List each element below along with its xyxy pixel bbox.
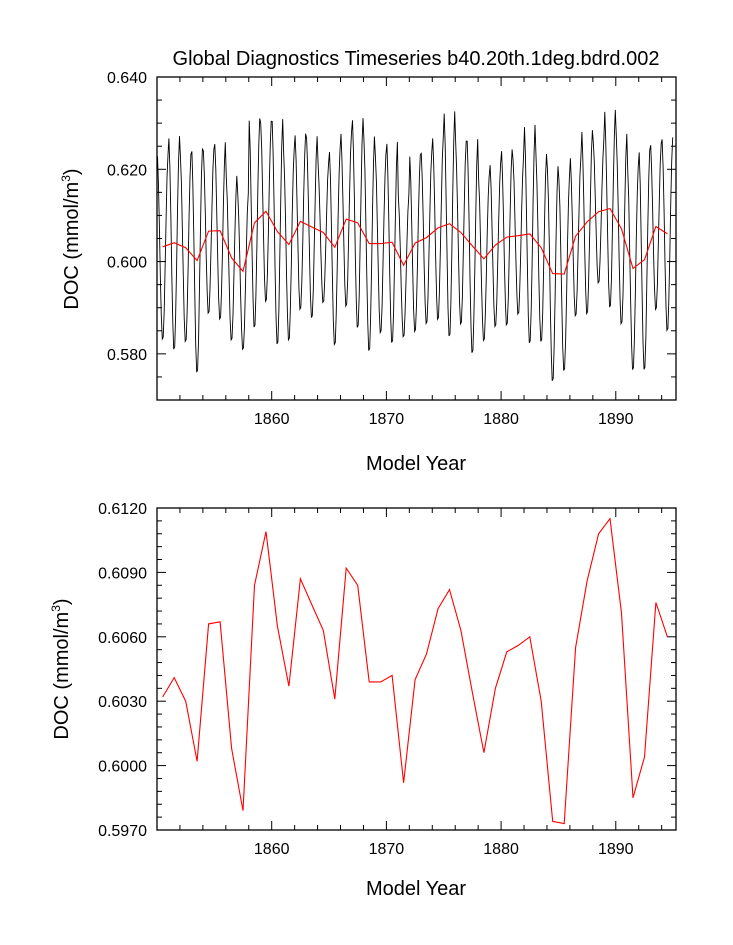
bottom-x-tick-label: 1890 xyxy=(598,841,634,858)
bottom-chart: 0.5970 0.6000 0.6030 0.6060 0.6090 0.612… xyxy=(49,501,677,900)
bottom-series-group xyxy=(162,517,668,825)
bottom-y-axis-label-text: DOC (mmol/m xyxy=(51,612,73,740)
bottom-y-tick-label: 0.6030 xyxy=(98,694,147,711)
top-chart: 0.580 0.600 0.620 0.640 1860 1870 1880 1… xyxy=(59,70,677,475)
top-monthly-series-line xyxy=(157,109,674,381)
bottom-y-axis-label: DOC (mmol/m3) xyxy=(49,598,73,739)
top-y-axis-label-text: DOC (mmol/m xyxy=(61,182,83,310)
top-y-tick-label: 0.640 xyxy=(107,70,147,87)
top-y-tick-label: 0.600 xyxy=(107,255,147,272)
bottom-y-tick-label: 0.6090 xyxy=(98,565,147,582)
top-x-tick-labels: 1860 1870 1880 1890 xyxy=(254,411,634,428)
bottom-y-tick-label: 0.5970 xyxy=(98,823,147,840)
top-y-tick-label: 0.580 xyxy=(107,347,147,364)
bottom-tick-marks xyxy=(157,507,676,831)
top-y-tick-labels: 0.580 0.600 0.620 0.640 xyxy=(107,70,147,364)
bottom-x-tick-label: 1870 xyxy=(369,841,405,858)
bottom-y-axis-label-close: ) xyxy=(51,598,73,605)
bottom-x-tick-labels: 1860 1870 1880 1890 xyxy=(254,841,634,858)
bottom-x-tick-label: 1860 xyxy=(254,841,290,858)
top-x-tick-label: 1870 xyxy=(369,411,405,428)
bottom-y-tick-labels: 0.5970 0.6000 0.6030 0.6060 0.6090 0.612… xyxy=(98,501,147,840)
top-series-group xyxy=(157,109,674,381)
top-y-tick-label: 0.620 xyxy=(107,162,147,179)
bottom-y-tick-label: 0.6120 xyxy=(98,501,147,518)
top-x-tick-label: 1880 xyxy=(483,411,519,428)
bottom-y-tick-label: 0.6000 xyxy=(98,759,147,776)
top-y-axis-label: DOC (mmol/m3) xyxy=(59,168,83,309)
top-y-axis-label-superscript: 3 xyxy=(59,175,73,182)
bottom-x-axis-label: Model Year xyxy=(366,878,466,900)
bottom-y-axis-label-superscript: 3 xyxy=(49,605,63,612)
top-x-tick-label: 1860 xyxy=(254,411,290,428)
top-tick-marks xyxy=(157,76,676,401)
bottom-y-tick-label: 0.6060 xyxy=(98,630,147,647)
chart-title: Global Diagnostics Timeseries b40.20th.1… xyxy=(173,48,660,70)
bottom-annual-series-line xyxy=(162,517,668,825)
top-x-tick-label: 1890 xyxy=(598,411,634,428)
bottom-plot-frame xyxy=(156,507,677,831)
bottom-x-tick-label: 1880 xyxy=(483,841,519,858)
top-y-axis-label-close: ) xyxy=(61,168,83,175)
top-x-axis-label: Model Year xyxy=(366,453,466,475)
top-annual-series-line xyxy=(162,207,668,275)
